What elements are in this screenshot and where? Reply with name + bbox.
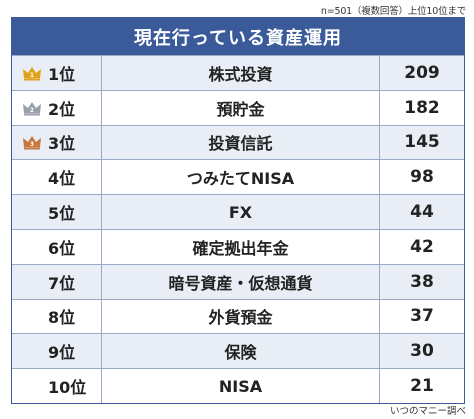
table-row: 10位 NISA 21 [12, 368, 464, 403]
item-count: 209 [404, 62, 440, 83]
item-name: FX [102, 195, 380, 229]
item-name: つみたてNISA [102, 160, 380, 195]
rank-cell: 9位 [12, 334, 102, 369]
item-count: 182 [404, 97, 440, 118]
rank-label: 3位 [48, 134, 76, 154]
table-body: 1 1位 株式投資 209 2 2位 預貯金 182 3 3位 投資信託 145 4位 つみたてNISA 9… [12, 55, 464, 403]
table-row: 9位 保険 30 [12, 333, 464, 369]
crown-icon: 3 [23, 136, 41, 150]
item-name: 保険 [102, 334, 380, 369]
crown-number: 1 [30, 72, 34, 79]
item-name: NISA [102, 369, 380, 403]
rank-cell: 7位 [12, 264, 102, 299]
rank-label: 5位 [48, 204, 76, 224]
rank-label: 9位 [48, 343, 76, 363]
item-count: 44 [410, 202, 434, 223]
item-name: 預貯金 [102, 90, 380, 125]
item-count: 37 [410, 306, 434, 327]
ranking-table: 現在行っている資産運用 1 1位 株式投資 209 2 2位 預貯金 182 3 3位 投資信託 14… [11, 17, 465, 404]
sample-note: n=501（複数回答）上位10位まで [320, 6, 466, 17]
crown-number: 2 [30, 107, 34, 114]
crown-number: 3 [30, 141, 34, 148]
item-name: 外貨預金 [102, 299, 380, 334]
table-row: 3 3位 投資信託 145 [12, 124, 464, 160]
item-name: 投資信託 [102, 125, 380, 160]
table-row: 8位 外貨預金 37 [12, 298, 464, 334]
rank-label: 10位 [48, 378, 87, 398]
crown-icon: 2 [23, 101, 41, 116]
rank-label: 8位 [48, 308, 76, 328]
table-row: 1 1位 株式投資 209 [12, 55, 464, 90]
item-count: 30 [410, 341, 434, 362]
rank-label: 2位 [48, 99, 76, 119]
rank-cell: 10位 [12, 369, 102, 403]
item-name: 株式投資 [102, 56, 380, 90]
rank-cell: 5位 [12, 195, 102, 229]
item-count: 38 [410, 271, 434, 292]
rank-label: 6位 [48, 238, 76, 258]
rank-label: 4位 [48, 169, 76, 189]
item-name: 確定拠出年金 [102, 229, 380, 264]
table-row: 7位 暗号資産・仮想通貨 38 [12, 263, 464, 299]
crown-icon: 1 [23, 66, 41, 81]
item-name: 暗号資産・仮想通貨 [102, 264, 380, 299]
table-row: 5位 FX 44 [12, 194, 464, 229]
table-row: 4位 つみたてNISA 98 [12, 159, 464, 195]
rank-label: 1位 [48, 64, 76, 84]
rank-cell: 2 2位 [12, 90, 102, 125]
table-row: 2 2位 預貯金 182 [12, 89, 464, 125]
item-count: 42 [410, 236, 434, 257]
rank-cell: 8位 [12, 299, 102, 334]
rank-cell: 6位 [12, 229, 102, 264]
table-row: 6位 確定拠出年金 42 [12, 228, 464, 264]
rank-cell: 4位 [12, 160, 102, 195]
item-count: 98 [410, 167, 434, 188]
rank-cell: 1 1位 [12, 56, 102, 90]
rank-label: 7位 [48, 273, 76, 293]
item-count: 145 [404, 132, 440, 153]
source-credit: いつのマニー調べ [389, 406, 466, 417]
item-count: 21 [410, 376, 434, 397]
rank-cell: 3 3位 [12, 125, 102, 160]
table-title: 現在行っている資産運用 [12, 18, 464, 55]
